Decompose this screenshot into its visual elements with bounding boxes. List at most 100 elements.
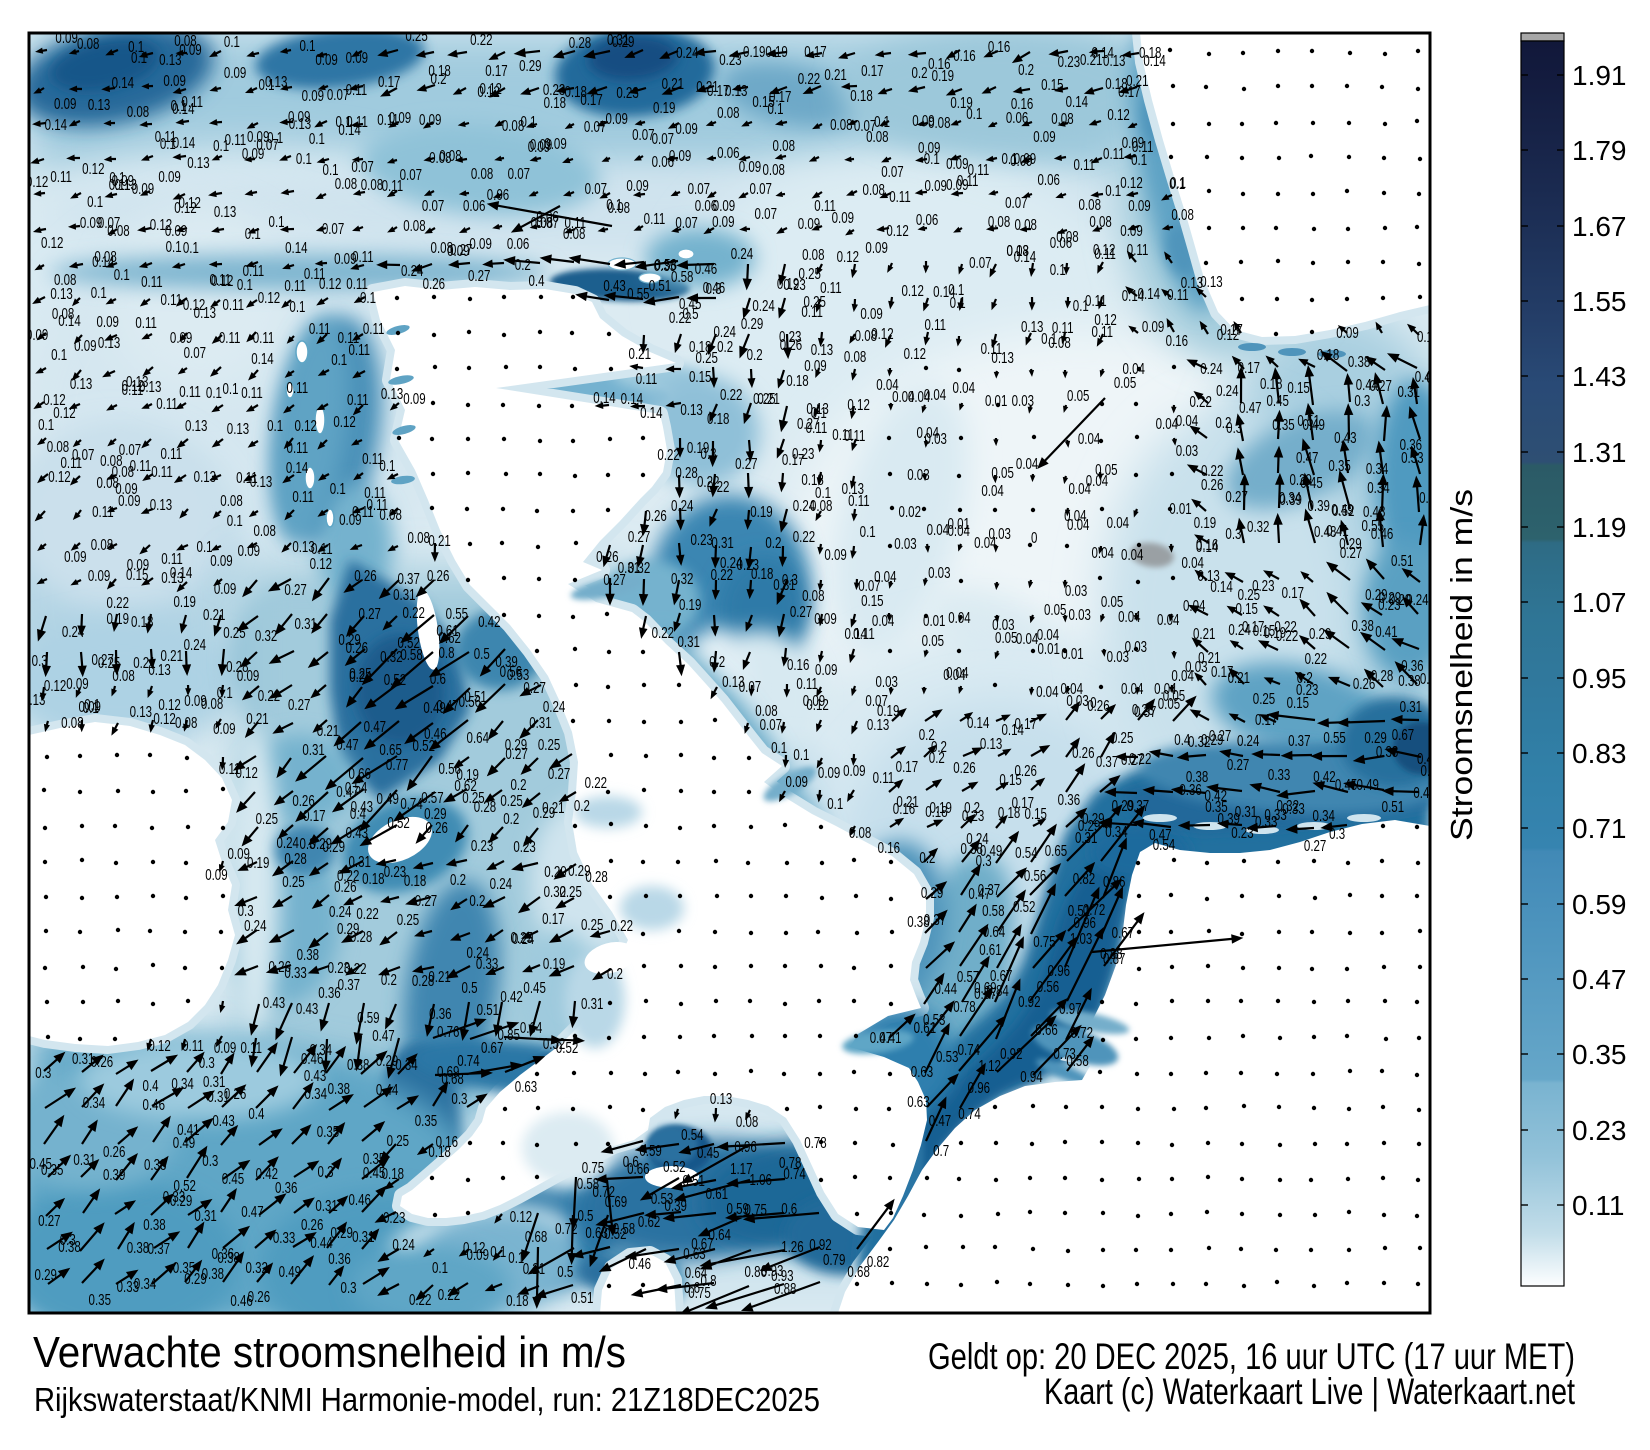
svg-text:0.36: 0.36 xyxy=(1179,780,1202,798)
svg-text:0.01: 0.01 xyxy=(923,611,946,629)
svg-text:0.22: 0.22 xyxy=(470,30,493,48)
svg-text:0.18: 0.18 xyxy=(544,93,567,111)
svg-text:0.13: 0.13 xyxy=(980,734,1003,752)
svg-text:0.2: 0.2 xyxy=(607,964,623,982)
svg-text:0.13: 0.13 xyxy=(185,416,208,434)
svg-text:0.01: 0.01 xyxy=(1038,639,1061,657)
svg-text:0.14: 0.14 xyxy=(1122,286,1145,304)
svg-text:0.1: 0.1 xyxy=(128,37,144,55)
svg-text:0.18: 0.18 xyxy=(1139,43,1162,61)
svg-text:0.1: 0.1 xyxy=(330,479,346,497)
svg-text:0.07: 0.07 xyxy=(327,85,350,103)
svg-text:0.72: 0.72 xyxy=(1071,1023,1094,1041)
svg-text:0.29: 0.29 xyxy=(1082,809,1105,827)
svg-text:0.09: 0.09 xyxy=(912,111,935,129)
svg-text:0.41: 0.41 xyxy=(177,1120,200,1138)
svg-text:0.13: 0.13 xyxy=(194,303,217,321)
svg-text:0.29: 0.29 xyxy=(533,803,556,821)
svg-text:0.1: 0.1 xyxy=(289,297,305,315)
svg-text:0.11: 0.11 xyxy=(1127,240,1149,258)
svg-text:Verwachte stroomsnelheid in m/: Verwachte stroomsnelheid in m/s xyxy=(33,1328,626,1377)
svg-text:0.09: 0.09 xyxy=(946,154,969,172)
svg-text:0.37: 0.37 xyxy=(338,975,361,993)
svg-text:0.11: 0.11 xyxy=(161,549,183,567)
svg-text:0.26: 0.26 xyxy=(644,506,667,524)
svg-text:0.1: 0.1 xyxy=(206,383,222,401)
svg-text:0.31: 0.31 xyxy=(581,994,604,1012)
svg-text:0.09: 0.09 xyxy=(1122,133,1145,151)
svg-text:0.42: 0.42 xyxy=(500,987,523,1005)
svg-text:0.14: 0.14 xyxy=(967,713,990,731)
svg-text:0.04: 0.04 xyxy=(874,567,897,585)
svg-text:0.29: 0.29 xyxy=(170,1191,193,1209)
svg-text:0.07: 0.07 xyxy=(755,204,778,222)
svg-text:0.3: 0.3 xyxy=(701,444,717,462)
svg-text:0.43: 0.43 xyxy=(603,276,626,294)
svg-text:0.08: 0.08 xyxy=(175,713,198,731)
svg-text:0.09: 0.09 xyxy=(786,772,809,790)
svg-text:0.13: 0.13 xyxy=(187,153,210,171)
svg-text:0.11: 0.11 xyxy=(135,313,157,331)
svg-text:0.11: 0.11 xyxy=(50,167,72,185)
svg-text:0.09: 0.09 xyxy=(214,1038,237,1056)
svg-text:0.09: 0.09 xyxy=(814,609,837,627)
svg-text:0.24: 0.24 xyxy=(349,667,372,685)
svg-text:0.73: 0.73 xyxy=(1053,1044,1076,1062)
svg-text:0.31: 0.31 xyxy=(73,1150,96,1168)
svg-text:0.23: 0.23 xyxy=(779,327,802,345)
svg-text:0.35: 0.35 xyxy=(415,1111,438,1129)
svg-text:0.33: 0.33 xyxy=(273,1228,296,1246)
svg-text:0.08: 0.08 xyxy=(220,491,243,509)
svg-text:0.37: 0.37 xyxy=(1134,702,1157,720)
svg-text:0.22: 0.22 xyxy=(1189,392,1212,410)
svg-text:0.09: 0.09 xyxy=(184,691,207,709)
svg-text:0.08: 0.08 xyxy=(844,347,867,365)
svg-text:0.05: 0.05 xyxy=(1158,694,1181,712)
svg-text:0.22: 0.22 xyxy=(1305,649,1328,667)
svg-text:0.43: 0.43 xyxy=(296,999,319,1017)
svg-text:0.12: 0.12 xyxy=(904,344,927,362)
svg-text:0.12: 0.12 xyxy=(319,274,342,292)
svg-text:0.1: 0.1 xyxy=(793,745,809,763)
svg-text:0.17: 0.17 xyxy=(1255,710,1278,728)
svg-text:0.13: 0.13 xyxy=(1181,273,1204,291)
svg-text:0.49: 0.49 xyxy=(173,1133,196,1151)
svg-text:0.04: 0.04 xyxy=(1171,666,1194,684)
svg-text:0.18: 0.18 xyxy=(1260,374,1283,392)
svg-text:0.43: 0.43 xyxy=(304,1066,327,1084)
svg-text:0.04: 0.04 xyxy=(1037,625,1060,643)
svg-text:0.36: 0.36 xyxy=(429,1004,452,1022)
svg-text:1.12: 1.12 xyxy=(978,1056,1001,1074)
svg-text:0.15: 0.15 xyxy=(1025,804,1048,822)
svg-text:0.24: 0.24 xyxy=(62,622,85,640)
svg-text:0.24: 0.24 xyxy=(467,943,490,961)
svg-text:0.6: 0.6 xyxy=(781,1199,797,1217)
svg-text:0.11: 0.11 xyxy=(644,209,666,227)
svg-text:0.34: 0.34 xyxy=(1105,822,1128,840)
svg-text:0.2: 0.2 xyxy=(929,748,945,766)
svg-text:0.07: 0.07 xyxy=(865,691,888,709)
svg-text:0.07: 0.07 xyxy=(632,125,655,143)
svg-text:0.67: 0.67 xyxy=(691,1234,714,1252)
svg-text:0.43: 0.43 xyxy=(1421,761,1444,779)
svg-text:0.22: 0.22 xyxy=(356,904,379,922)
svg-text:0.05: 0.05 xyxy=(1095,460,1118,478)
svg-text:0.11: 0.11 xyxy=(1132,137,1154,155)
svg-text:Kaart (c) Waterkaart Live | Wa: Kaart (c) Waterkaart Live | Waterkaart.n… xyxy=(1044,1371,1576,1412)
svg-text:0.16: 0.16 xyxy=(787,655,810,673)
svg-text:0.09: 0.09 xyxy=(1014,149,1037,167)
svg-text:0.11: 0.11 xyxy=(1094,244,1116,262)
svg-text:0.25: 0.25 xyxy=(462,788,485,806)
svg-text:0.29: 0.29 xyxy=(1309,624,1332,642)
svg-text:0.08: 0.08 xyxy=(1051,109,1074,127)
svg-text:0.03: 0.03 xyxy=(1068,605,1091,623)
svg-text:0.29: 0.29 xyxy=(1389,590,1412,608)
svg-text:0.13: 0.13 xyxy=(710,1089,733,1107)
svg-text:0.12: 0.12 xyxy=(41,233,64,251)
svg-text:0.45: 0.45 xyxy=(679,294,702,312)
svg-text:0.43: 0.43 xyxy=(1413,783,1436,801)
svg-text:0.22: 0.22 xyxy=(107,593,130,611)
svg-text:0.34: 0.34 xyxy=(1279,488,1302,506)
svg-text:0.1: 0.1 xyxy=(379,456,395,474)
svg-text:0.13: 0.13 xyxy=(1103,51,1126,69)
